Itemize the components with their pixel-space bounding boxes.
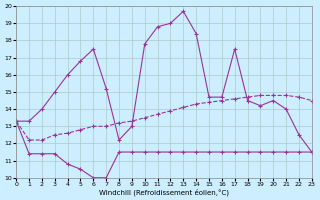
- X-axis label: Windchill (Refroidissement éolien,°C): Windchill (Refroidissement éolien,°C): [99, 188, 229, 196]
